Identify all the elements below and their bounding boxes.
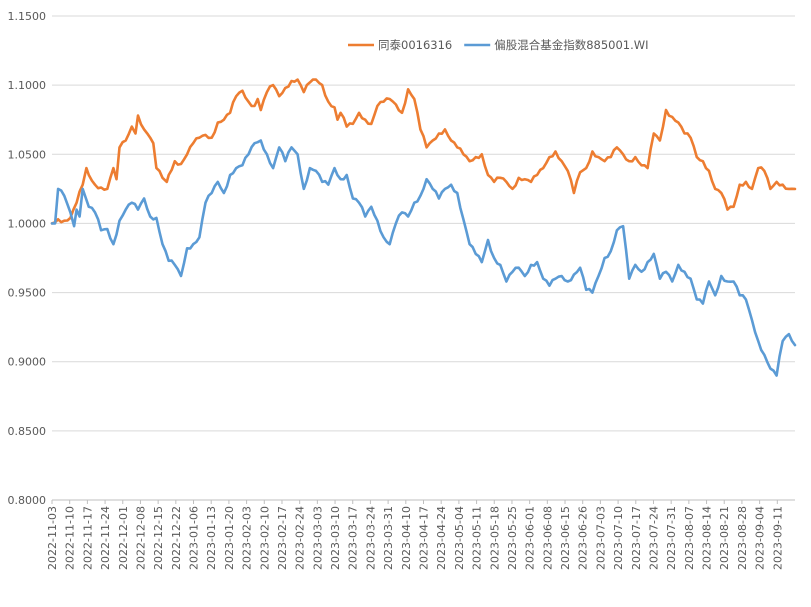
x-tick-label: 2022-11-17 [81,506,94,570]
x-tick-label: 2023-05-11 [471,506,484,570]
x-tick-label: 2023-08-14 [701,506,714,570]
y-tick-label: 0.9000 [8,356,47,369]
x-axis-ticks: 2022-11-03 2022-11-10 2022-11-17 2022-11-24… [46,500,784,570]
x-tick-label: 2023-02-17 [276,506,289,570]
x-tick-label: 2023-08-07 [683,506,696,570]
x-tick-label: 2022-11-24 [99,506,112,570]
legend-label-2: 偏股混合基金指数885001.WI [494,38,648,52]
x-tick-label: 2023-05-18 [488,506,501,570]
y-tick-label: 0.8500 [8,425,47,438]
x-tick-label: 2023-03-03 [311,506,324,570]
series-line-2 [50,139,797,377]
x-tick-label: 2023-07-03 [594,506,607,570]
x-tick-label: 2023-02-10 [258,506,271,570]
legend: 同泰0016316 偏股混合基金指数885001.WI [348,38,649,52]
x-tick-label: 2023-04-24 [435,506,448,570]
x-tick-label: 2023-08-21 [718,506,731,570]
series-line-1 [50,78,797,225]
x-tick-label: 2023-07-31 [665,506,678,570]
grid-lines [52,15,795,432]
x-tick-label: 2023-08-28 [736,506,749,570]
x-tick-label: 2022-12-15 [152,506,165,570]
x-tick-label: 2023-05-25 [506,506,519,570]
x-tick-label: 2023-09-11 [771,506,784,570]
y-tick-label: 0.8000 [8,494,47,507]
x-tick-label: 2023-07-24 [647,506,660,570]
x-tick-label: 2023-03-24 [364,506,377,570]
x-tick-label: 2023-03-31 [382,506,395,570]
y-tick-label: 1.0500 [8,148,47,161]
y-tick-label: 1.1000 [8,79,47,92]
x-tick-label: 2023-04-10 [400,506,413,570]
x-tick-label: 2023-01-13 [205,506,218,570]
x-tick-label: 2023-05-04 [453,506,466,570]
x-tick-label: 2022-12-08 [134,506,147,570]
y-tick-label: 1.0000 [8,217,47,230]
x-tick-label: 2023-09-04 [754,506,767,570]
y-axis-ticks: 0.8000 0.8500 0.9000 0.9500 1.0000 1.0500 1.10… [8,10,47,507]
x-tick-label: 2023-01-20 [223,506,236,570]
x-tick-label: 2023-02-24 [294,506,307,570]
y-tick-label: 0.9500 [8,287,47,300]
legend-label-1: 同泰0016316 [378,38,452,52]
x-tick-label: 2023-06-26 [577,506,590,570]
x-tick-label: 2023-07-17 [630,506,643,570]
x-tick-label: 2022-12-22 [170,506,183,570]
x-tick-label: 2022-11-10 [64,506,77,570]
x-tick-label: 2022-11-03 [46,506,59,570]
x-tick-label: 2022-12-01 [117,506,130,570]
y-tick-label: 1.1500 [8,10,47,23]
x-tick-label: 2023-07-10 [612,506,625,570]
x-tick-label: 2023-01-06 [188,506,201,570]
x-tick-label: 2023-06-08 [541,506,554,570]
series-lines [50,78,797,377]
x-tick-label: 2023-02-03 [241,506,254,570]
x-tick-label: 2023-04-17 [418,506,431,570]
x-tick-label: 2023-06-15 [559,506,572,570]
x-tick-label: 2023-03-17 [347,506,360,570]
x-tick-label: 2023-06-01 [524,506,537,570]
x-tick-label: 2023-03-10 [329,506,342,570]
